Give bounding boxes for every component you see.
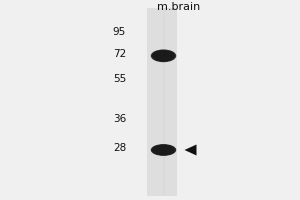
Ellipse shape (151, 49, 176, 62)
Text: 28: 28 (113, 143, 126, 153)
Bar (147, 17, 177, 20)
Ellipse shape (153, 50, 174, 61)
Bar (147, 80, 177, 83)
Bar (147, 99, 177, 102)
Ellipse shape (154, 51, 173, 61)
Bar (147, 108, 177, 111)
Bar (147, 64, 177, 67)
Bar (147, 23, 177, 27)
Bar (147, 133, 177, 136)
Bar (147, 171, 177, 174)
Text: 95: 95 (113, 27, 126, 37)
Text: 36: 36 (113, 114, 126, 124)
Text: m.brain: m.brain (157, 2, 200, 12)
Bar (147, 61, 177, 64)
Bar (147, 36, 177, 39)
Bar (147, 174, 177, 177)
Ellipse shape (157, 53, 170, 59)
Bar (147, 143, 177, 146)
Ellipse shape (152, 145, 175, 155)
Bar (147, 168, 177, 171)
Bar (147, 130, 177, 133)
Bar (147, 45, 177, 49)
Bar (147, 20, 177, 23)
Ellipse shape (160, 148, 167, 152)
Bar (147, 33, 177, 36)
Bar (147, 55, 177, 58)
Ellipse shape (159, 148, 168, 152)
Bar (147, 77, 177, 80)
Bar (147, 71, 177, 74)
Ellipse shape (160, 54, 167, 58)
Bar (147, 67, 177, 71)
Ellipse shape (158, 53, 169, 59)
Bar (147, 96, 177, 99)
Ellipse shape (156, 146, 171, 154)
Bar (147, 184, 177, 187)
Bar (147, 124, 177, 127)
Bar (147, 165, 177, 168)
Bar (147, 190, 177, 193)
Bar (147, 162, 177, 165)
Bar (147, 86, 177, 89)
Ellipse shape (159, 54, 168, 58)
Text: 55: 55 (113, 74, 126, 84)
Bar (147, 177, 177, 180)
Bar (147, 93, 177, 96)
Bar (147, 39, 177, 42)
Bar (147, 30, 177, 33)
Bar (147, 74, 177, 77)
Bar (147, 49, 177, 52)
Ellipse shape (152, 50, 175, 62)
Ellipse shape (157, 147, 170, 153)
Bar (147, 8, 177, 196)
Ellipse shape (153, 145, 174, 155)
Ellipse shape (158, 147, 169, 153)
Bar (147, 58, 177, 61)
Bar (147, 52, 177, 55)
Bar (147, 158, 177, 162)
Bar (147, 127, 177, 130)
Bar (147, 42, 177, 45)
Polygon shape (184, 144, 196, 155)
Bar (147, 83, 177, 86)
Ellipse shape (156, 52, 171, 60)
Ellipse shape (151, 144, 176, 156)
Bar (147, 149, 177, 152)
Bar (147, 14, 177, 17)
Ellipse shape (154, 146, 173, 154)
Bar (147, 140, 177, 143)
Bar (147, 180, 177, 184)
Bar (147, 105, 177, 108)
Bar (147, 146, 177, 149)
Bar (147, 89, 177, 93)
Bar (147, 155, 177, 158)
Bar (147, 114, 177, 118)
Bar (147, 8, 177, 11)
Text: 72: 72 (113, 49, 126, 59)
Bar (147, 27, 177, 30)
Ellipse shape (155, 146, 172, 154)
Bar (147, 102, 177, 105)
Bar (147, 11, 177, 14)
Bar (147, 111, 177, 114)
Bar (147, 121, 177, 124)
Bar (147, 118, 177, 121)
Ellipse shape (155, 51, 172, 60)
Bar (147, 152, 177, 155)
Bar (147, 187, 177, 190)
Bar (147, 193, 177, 196)
Bar (147, 136, 177, 140)
